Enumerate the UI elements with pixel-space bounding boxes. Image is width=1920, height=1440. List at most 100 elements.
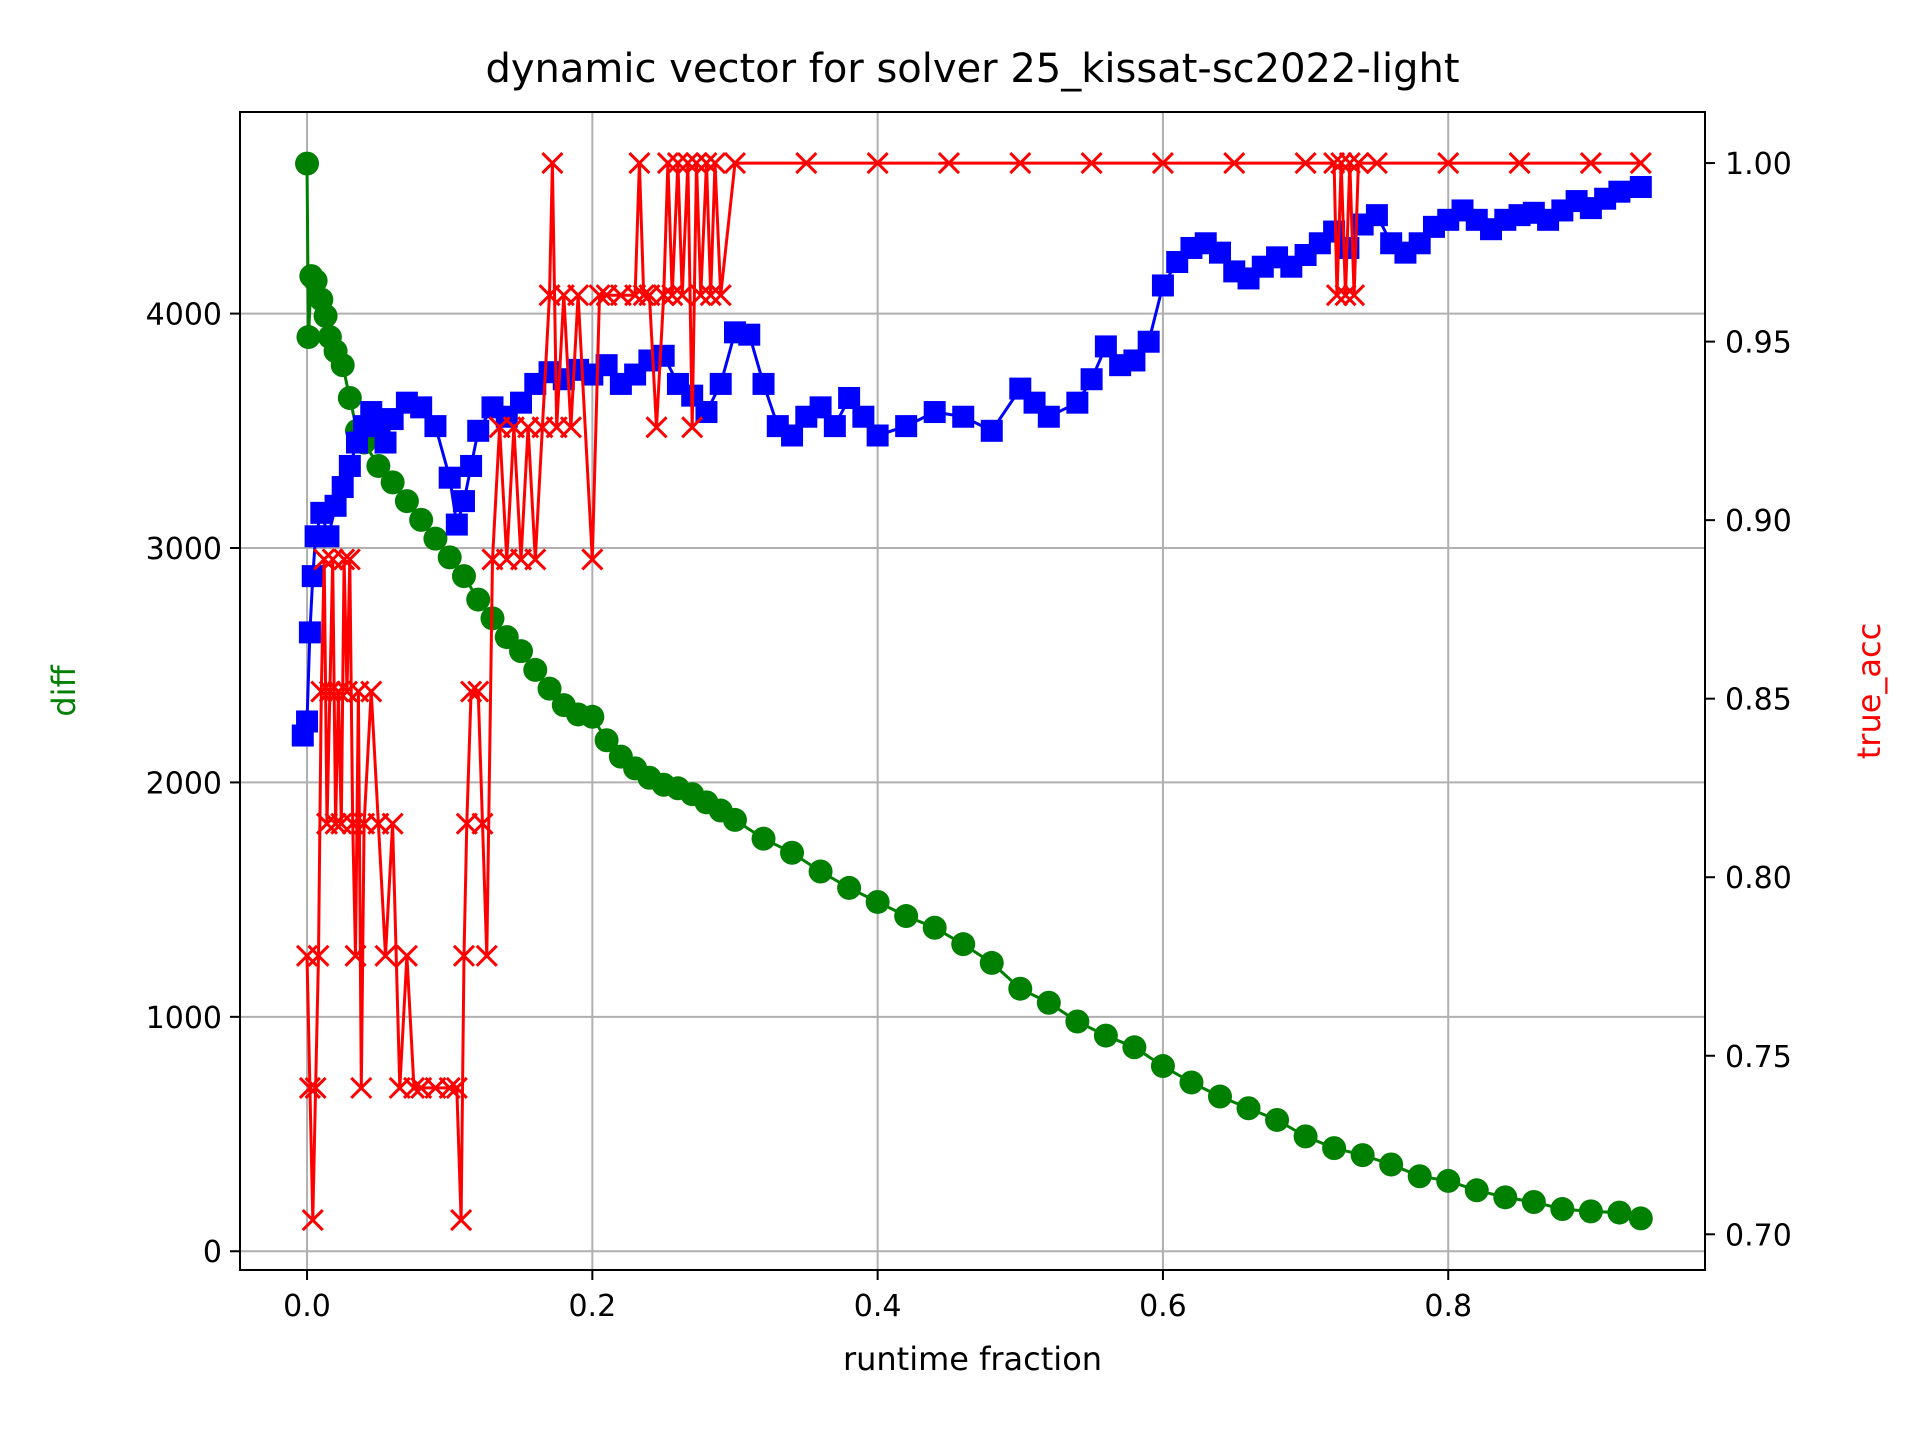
data-point xyxy=(703,152,727,175)
data-point xyxy=(1508,152,1531,175)
data-point xyxy=(1080,368,1103,391)
data-point xyxy=(318,680,341,703)
data-point xyxy=(1093,1023,1118,1048)
data-point xyxy=(1009,152,1032,175)
data-point xyxy=(310,680,333,703)
y-right-tick-label: 0.80 xyxy=(1725,861,1792,896)
data-point xyxy=(541,152,564,175)
data-point xyxy=(595,354,618,377)
chart-title: dynamic vector for solver 25_kissat-sc20… xyxy=(485,46,1459,92)
data-point xyxy=(1365,204,1388,227)
data-point xyxy=(1579,152,1602,175)
ticks: 0.0 0.2 0.4 0.6 0.8010002000300040000.700.75… xyxy=(146,147,1792,1324)
data-point xyxy=(628,152,651,175)
data-point xyxy=(327,680,350,703)
data-point xyxy=(451,564,476,589)
data-point xyxy=(438,1076,461,1099)
data-point xyxy=(1464,1178,1489,1203)
data-point xyxy=(460,454,483,477)
data-point xyxy=(559,416,583,439)
data-point xyxy=(1347,152,1370,175)
data-point xyxy=(1350,1143,1375,1168)
data-point xyxy=(537,676,562,701)
data-point xyxy=(313,303,338,328)
data-point xyxy=(296,325,321,350)
data-point xyxy=(313,548,336,571)
data-point xyxy=(298,1076,321,1099)
data-point xyxy=(1223,152,1246,175)
data-point xyxy=(295,151,320,176)
data-point xyxy=(460,680,483,703)
data-point xyxy=(752,372,775,395)
data-point xyxy=(894,904,919,929)
y-right-tick-label: 0.70 xyxy=(1725,1218,1792,1253)
data-point xyxy=(1265,1107,1290,1132)
data-point xyxy=(676,152,699,175)
data-point xyxy=(1578,1199,1603,1224)
data-point xyxy=(303,268,328,293)
data-point xyxy=(1325,284,1349,307)
data-point xyxy=(681,416,704,439)
data-point xyxy=(1080,152,1103,175)
data-point xyxy=(455,812,478,835)
data-point xyxy=(652,344,675,367)
data-point xyxy=(1137,330,1160,353)
data-point xyxy=(866,424,889,447)
data-point xyxy=(1628,1206,1653,1231)
data-point xyxy=(580,704,605,729)
data-point xyxy=(307,944,330,967)
data-point xyxy=(923,401,946,424)
data-point xyxy=(1294,152,1317,175)
data-point xyxy=(301,565,324,588)
y-right-tick-label: 0.75 xyxy=(1725,1040,1792,1075)
data-point xyxy=(296,710,319,733)
series-0 xyxy=(295,151,1653,1231)
data-point xyxy=(652,284,675,307)
data-point xyxy=(1407,1164,1432,1189)
data-point xyxy=(979,950,1004,975)
data-point xyxy=(394,489,419,514)
data-point xyxy=(409,507,434,532)
data-point xyxy=(1379,1152,1404,1177)
x-tick-label: 0.4 xyxy=(854,1289,902,1324)
data-point xyxy=(1036,990,1061,1015)
data-point xyxy=(937,152,961,175)
x-tick-label: 0.6 xyxy=(1139,1289,1187,1324)
y-right-tick-label: 0.95 xyxy=(1725,326,1792,361)
data-point xyxy=(467,419,490,442)
data-point xyxy=(452,490,475,513)
data-point xyxy=(661,284,684,307)
data-point xyxy=(1629,176,1652,199)
series-line xyxy=(305,161,1641,1222)
data-point xyxy=(1207,1084,1232,1109)
data-point xyxy=(360,680,383,703)
data-point xyxy=(402,1076,426,1099)
data-point xyxy=(722,807,747,832)
data-point xyxy=(632,284,655,307)
x-tick-label: 0.8 xyxy=(1424,1289,1472,1324)
data-point xyxy=(333,548,356,571)
data-point xyxy=(1123,349,1146,372)
data-point xyxy=(423,526,448,551)
x-axis-label: runtime fraction xyxy=(843,1340,1102,1378)
data-point xyxy=(1179,1070,1204,1095)
data-point xyxy=(1236,1096,1261,1121)
data-point xyxy=(895,415,918,438)
data-point xyxy=(1066,391,1089,414)
data-point xyxy=(1338,152,1361,175)
data-point xyxy=(666,152,689,175)
data-point xyxy=(837,875,862,900)
data-point xyxy=(509,639,534,664)
data-point xyxy=(324,812,347,835)
data-point xyxy=(865,889,890,914)
data-point xyxy=(337,385,362,410)
data-point xyxy=(1323,152,1346,175)
data-point xyxy=(695,152,718,175)
plot-area xyxy=(291,151,1653,1232)
data-point xyxy=(1330,152,1353,175)
data-point xyxy=(1436,1168,1461,1193)
data-point xyxy=(338,548,361,571)
data-point xyxy=(475,944,498,967)
data-point xyxy=(438,466,461,489)
